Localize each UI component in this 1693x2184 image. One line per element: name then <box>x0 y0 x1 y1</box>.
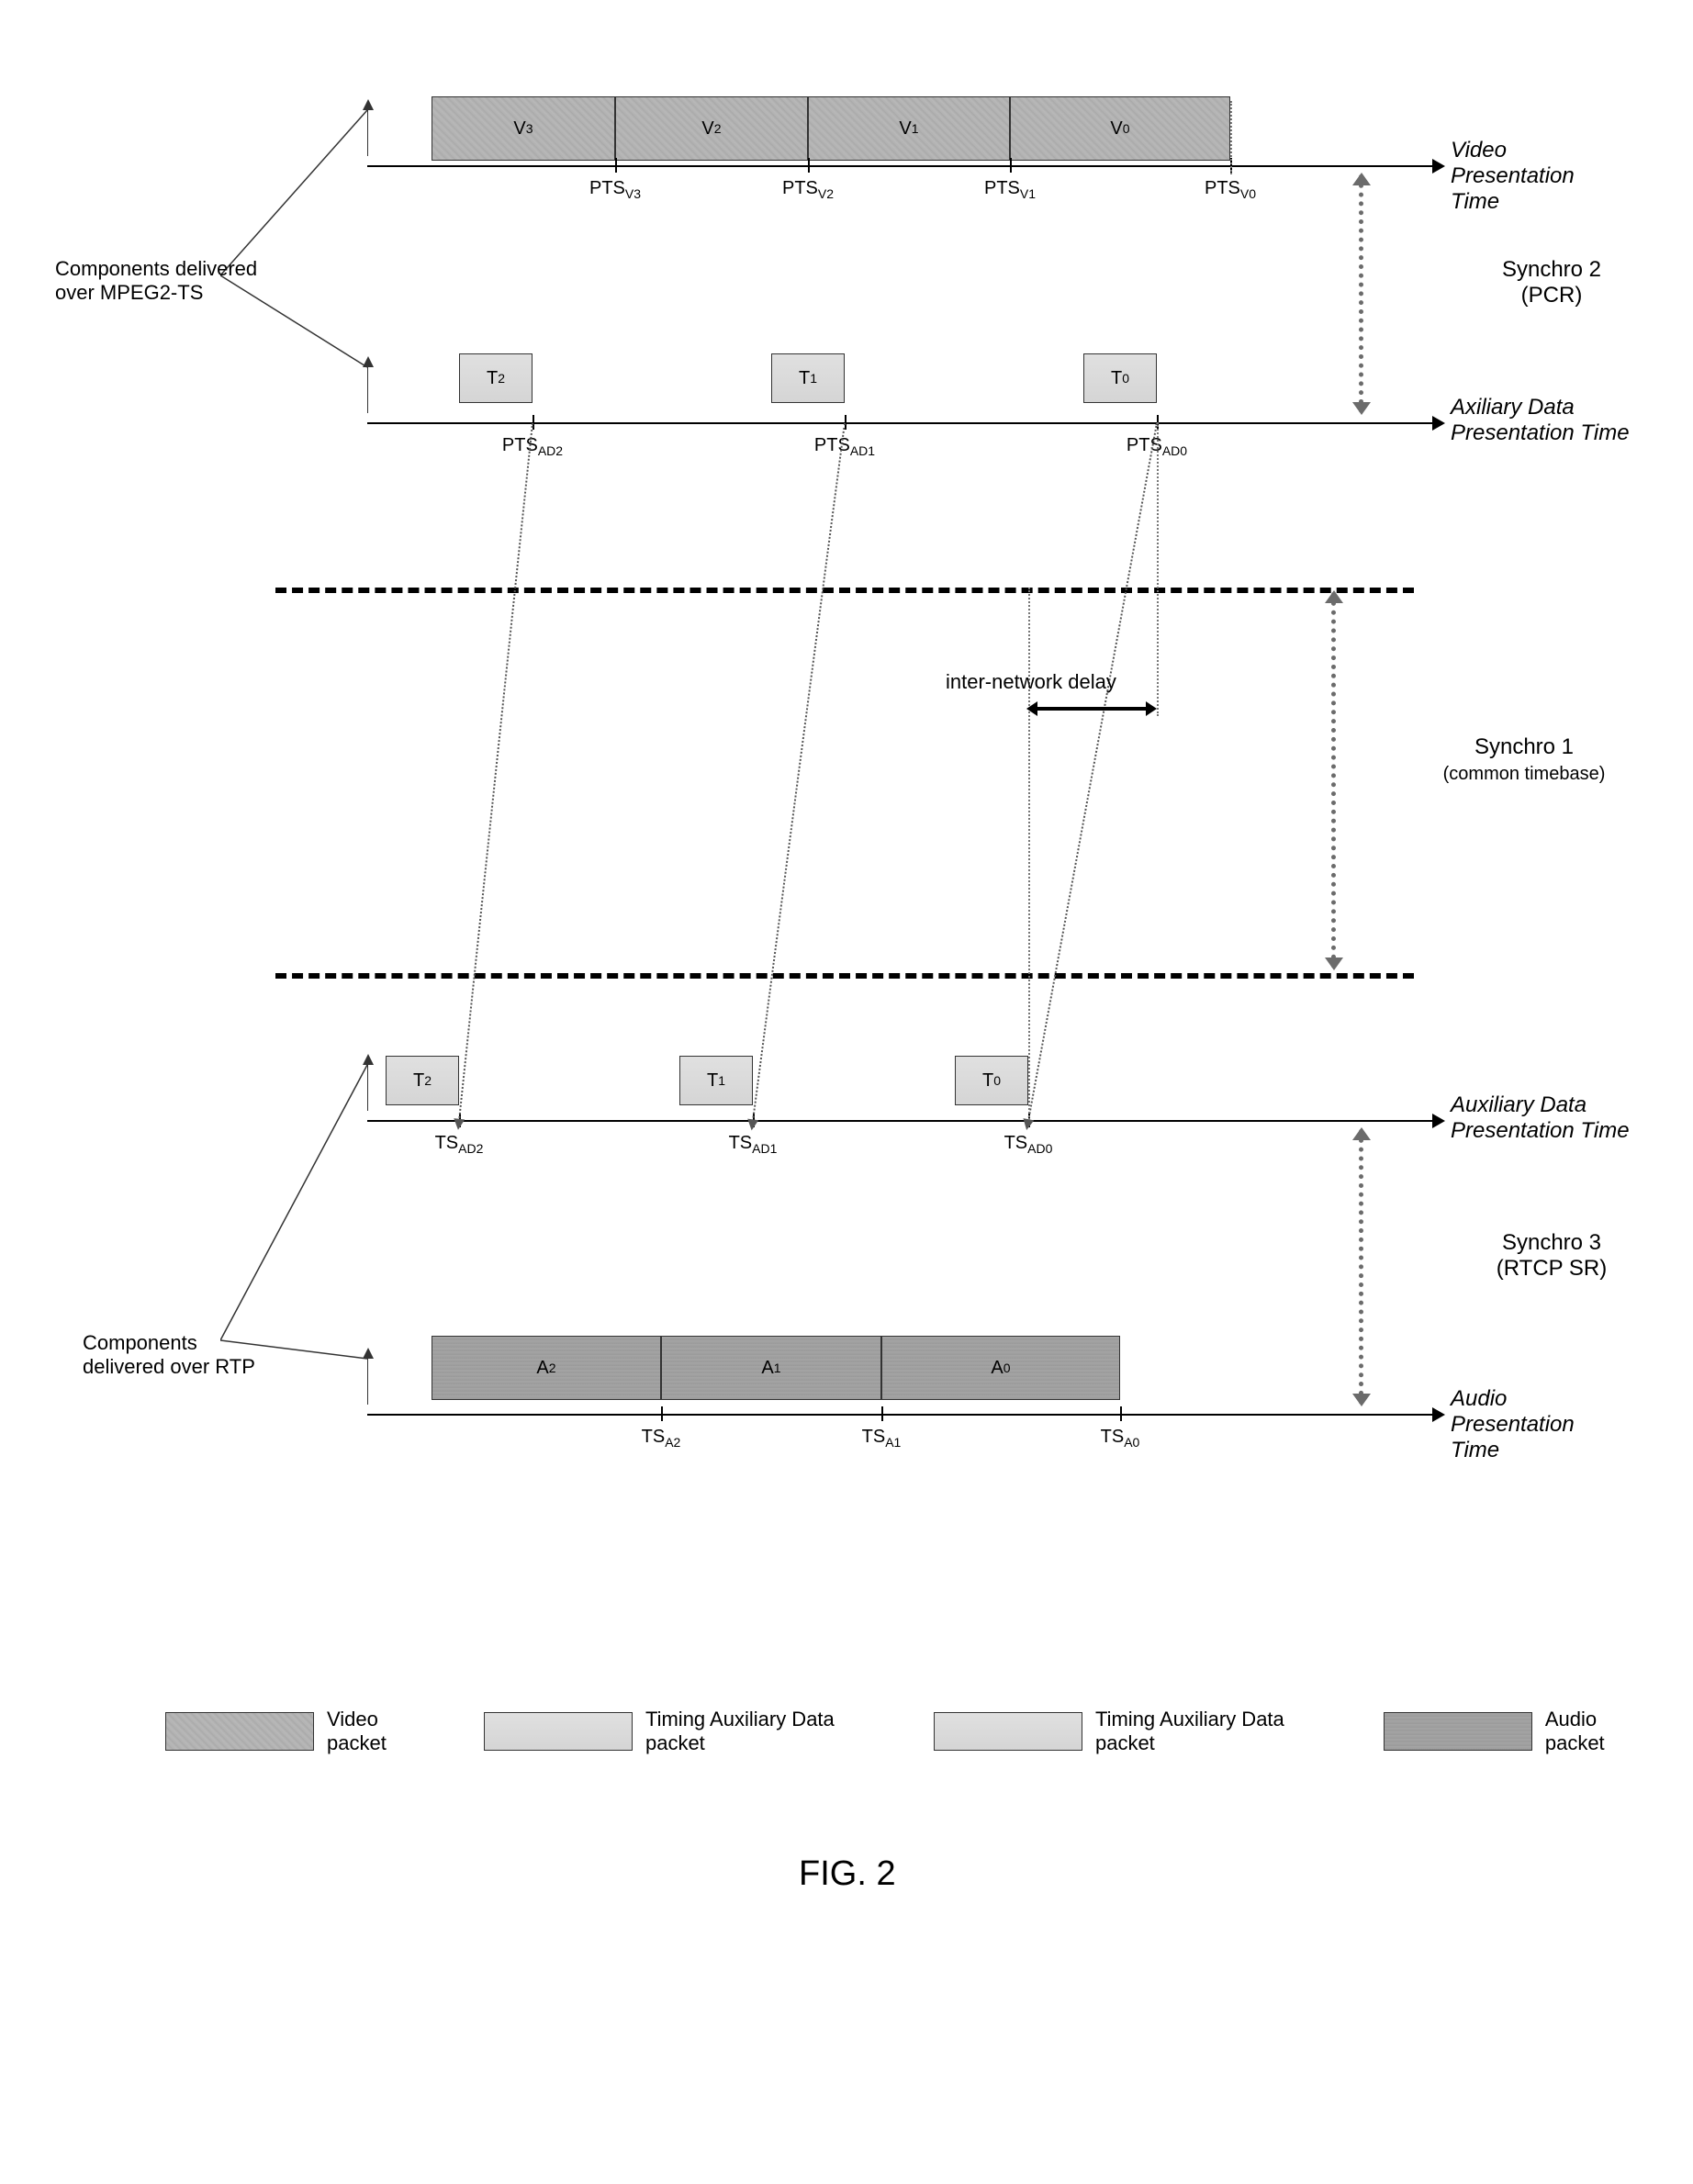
aux-packet: T2 <box>459 353 533 403</box>
synchro-3-sub: (RTCP SR) <box>1497 1256 1607 1281</box>
tick-label: PTSV0 <box>1189 178 1272 201</box>
side-label-bot: Components delivered over RTP <box>83 1331 340 1379</box>
aux-packet: T1 <box>679 1056 753 1105</box>
audio-timeline <box>367 1414 1432 1416</box>
pts-ts-arrow <box>1027 423 1158 1121</box>
tick-label: PTSV2 <box>767 178 849 201</box>
sync-diagram: Video Presentation Time Axiliary Data Pr… <box>37 37 1656 1965</box>
pts-ts-arrow <box>752 423 846 1121</box>
audio-axis-label: Audio Presentation Time <box>1451 1386 1634 1463</box>
tick-label: TSA2 <box>620 1427 702 1450</box>
video-axis-label: Video Presentation Time <box>1451 138 1634 215</box>
divider-top <box>275 588 1414 593</box>
aux-packet: T2 <box>386 1056 459 1105</box>
tick-label: TSAD0 <box>987 1133 1070 1156</box>
video-packet: V2 <box>615 96 808 161</box>
legend-aux2-label: Timing Auxiliary Data packet <box>1095 1708 1338 1755</box>
tick-label: TSAD2 <box>418 1133 500 1156</box>
audio-packet: A2 <box>432 1336 661 1400</box>
legend-video-swatch <box>165 1712 314 1751</box>
aux-packet: T0 <box>1083 353 1157 403</box>
legend: Video packet Timing Auxiliary Data packe… <box>165 1708 1656 1755</box>
synchro-1-arrow <box>1331 592 1336 969</box>
aux-timeline-bot <box>367 1120 1432 1122</box>
synchro-2-text: Synchro 2 <box>1502 257 1601 282</box>
legend-aux-swatch <box>484 1712 633 1751</box>
tick <box>615 158 617 173</box>
aux-axis-label-bot: Auxiliary Data Presentation Time <box>1451 1092 1634 1144</box>
legend-aux-label: Timing Auxiliary Data packet <box>645 1708 888 1755</box>
tick <box>661 1406 663 1421</box>
tick-label: TSA0 <box>1079 1427 1161 1450</box>
side-label-top: Components delivered over MPEG2-TS <box>55 257 312 305</box>
tick-label: PTSV3 <box>574 178 656 201</box>
aux-packet: T1 <box>771 353 845 403</box>
inter-network-arrow <box>1037 707 1146 711</box>
tick <box>808 158 810 173</box>
inter-network-label: inter-network delay <box>946 670 1116 694</box>
video-packet: V1 <box>808 96 1010 161</box>
tick <box>1010 158 1012 173</box>
video-packet: V3 <box>432 96 615 161</box>
aux-packet: T0 <box>955 1056 1028 1105</box>
synchro-3-label: Synchro 3 (RTCP SR) <box>1469 1230 1634 1282</box>
pts-ts-arrow <box>458 423 533 1121</box>
tick-label: TSAD1 <box>712 1133 794 1156</box>
tick-label: PTSAD1 <box>803 435 886 458</box>
synchro-1-text: Synchro 1 <box>1474 734 1574 759</box>
tick <box>1120 1406 1122 1421</box>
legend-aux2: Timing Auxiliary Data packet <box>934 1708 1338 1755</box>
aux-timeline-top <box>367 422 1432 424</box>
synchro-2-label: Synchro 2 (PCR) <box>1469 257 1634 308</box>
dotted-guide-2 <box>1157 422 1159 716</box>
tick-label: PTSV1 <box>969 178 1051 201</box>
synchro-2-arrow <box>1359 174 1363 413</box>
dotted-guide-1 <box>1028 588 1030 1120</box>
synchro-2-sub: (PCR) <box>1521 283 1583 308</box>
legend-audio: Audio packet <box>1384 1708 1656 1755</box>
divider-bot <box>275 973 1414 979</box>
tick-label: PTSAD2 <box>491 435 574 458</box>
aux-axis-label-top: Axiliary Data Presentation Time <box>1451 395 1634 446</box>
audio-packet: A0 <box>881 1336 1120 1400</box>
legend-video-label: Video packet <box>327 1708 438 1755</box>
synchro-1-label: Synchro 1 (common timebase) <box>1441 734 1607 786</box>
video-packet: V0 <box>1010 96 1230 161</box>
legend-audio-swatch <box>1384 1712 1532 1751</box>
legend-aux2-swatch <box>934 1712 1082 1751</box>
legend-audio-label: Audio packet <box>1545 1708 1656 1755</box>
tick-label: TSA1 <box>840 1427 923 1450</box>
figure-caption: FIG. 2 <box>799 1854 896 1894</box>
dotted-guide-3 <box>1230 101 1232 174</box>
synchro-1-sub: (common timebase) <box>1443 764 1606 784</box>
tick <box>881 1406 883 1421</box>
video-timeline <box>367 165 1432 167</box>
synchro-3-text: Synchro 3 <box>1502 1230 1601 1255</box>
synchro-3-arrow <box>1359 1129 1363 1405</box>
audio-packet: A1 <box>661 1336 881 1400</box>
legend-video: Video packet <box>165 1708 438 1755</box>
legend-aux: Timing Auxiliary Data packet <box>484 1708 888 1755</box>
